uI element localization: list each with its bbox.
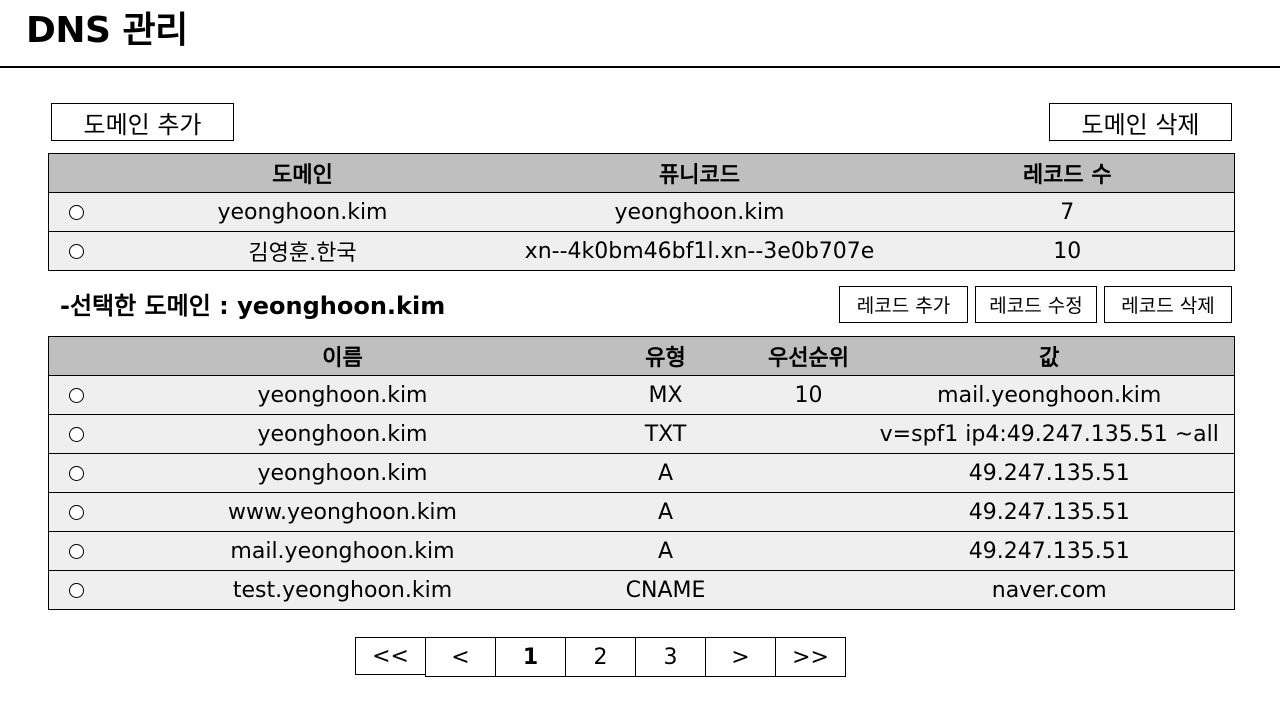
first-page-button[interactable]: <<	[355, 637, 426, 675]
record-row[interactable]: yeonghoon.kim MX 10 mail.yeonghoon.kim	[48, 375, 1235, 415]
domain-radio[interactable]	[69, 244, 84, 259]
delete-record-button[interactable]: 레코드 삭제	[1104, 286, 1232, 323]
record-row[interactable]: yeonghoon.kim A 49.247.135.51	[48, 453, 1235, 493]
record-table-header: 이름 유형 우선순위 값	[48, 336, 1235, 376]
record-priority-cell	[752, 414, 865, 454]
page-title: DNS 관리	[26, 10, 188, 51]
delete-domain-button[interactable]: 도메인 삭제	[1049, 103, 1232, 141]
record-name-cell: mail.yeonghoon.kim	[106, 531, 579, 571]
record-value-cell: mail.yeonghoon.kim	[864, 375, 1235, 415]
record-priority-cell	[752, 453, 865, 493]
record-priority-cell	[752, 492, 865, 532]
record-table: 이름 유형 우선순위 값 yeonghoon.kim MX 10 mail.ye…	[48, 336, 1235, 610]
record-radio[interactable]	[69, 466, 84, 481]
domain-name-cell: yeonghoon.kim	[106, 192, 499, 232]
column-header-punycode: 퓨니코드	[498, 153, 901, 193]
record-type-cell: A	[578, 492, 753, 532]
prev-page-button[interactable]: <	[425, 637, 496, 677]
domain-table: 도메인 퓨니코드 레코드 수 yeonghoon.kim yeonghoon.k…	[48, 153, 1235, 271]
pagination: << < 1 2 3 > >>	[355, 637, 846, 677]
column-header-record-count: 레코드 수	[900, 153, 1235, 193]
domain-radio[interactable]	[69, 205, 84, 220]
record-priority-cell	[752, 531, 865, 571]
punycode-cell: yeonghoon.kim	[498, 192, 901, 232]
record-value-cell: 49.247.135.51	[864, 492, 1235, 532]
record-count-cell: 7	[900, 192, 1235, 232]
record-name-cell: yeonghoon.kim	[106, 453, 579, 493]
record-value-cell: v=spf1 ip4:49.247.135.51 ~all	[864, 414, 1235, 454]
record-name-cell: yeonghoon.kim	[106, 375, 579, 415]
record-type-cell: TXT	[578, 414, 753, 454]
record-radio[interactable]	[69, 544, 84, 559]
last-page-button[interactable]: >>	[775, 637, 846, 677]
record-name-cell: www.yeonghoon.kim	[106, 492, 579, 532]
page-button-3[interactable]: 3	[635, 637, 706, 677]
punycode-cell: xn--4k0bm46bf1l.xn--3e0b707e	[498, 231, 901, 271]
record-value-cell: naver.com	[864, 570, 1235, 610]
record-priority-cell	[752, 570, 865, 610]
record-row[interactable]: mail.yeonghoon.kim A 49.247.135.51	[48, 531, 1235, 571]
record-radio[interactable]	[69, 505, 84, 520]
column-header-domain: 도메인	[106, 153, 499, 193]
column-header-name: 이름	[106, 336, 579, 376]
title-divider	[0, 66, 1280, 68]
column-header-value: 값	[864, 336, 1235, 376]
record-radio[interactable]	[69, 388, 84, 403]
record-type-cell: A	[578, 531, 753, 571]
add-domain-button[interactable]: 도메인 추가	[51, 103, 234, 141]
page-button-2[interactable]: 2	[565, 637, 636, 677]
record-name-cell: test.yeonghoon.kim	[106, 570, 579, 610]
record-value-cell: 49.247.135.51	[864, 531, 1235, 571]
add-record-button[interactable]: 레코드 추가	[839, 286, 968, 323]
record-radio[interactable]	[69, 427, 84, 442]
record-type-cell: CNAME	[578, 570, 753, 610]
record-radio[interactable]	[69, 583, 84, 598]
column-header-priority: 우선순위	[752, 336, 865, 376]
record-type-cell: A	[578, 453, 753, 493]
domain-name-cell: 김영훈.한국	[106, 231, 499, 271]
next-page-button[interactable]: >	[705, 637, 776, 677]
domain-row[interactable]: 김영훈.한국 xn--4k0bm46bf1l.xn--3e0b707e 10	[48, 231, 1235, 271]
record-value-cell: 49.247.135.51	[864, 453, 1235, 493]
record-priority-cell: 10	[752, 375, 865, 415]
page-button-1[interactable]: 1	[495, 637, 566, 677]
edit-record-button[interactable]: 레코드 수정	[975, 286, 1097, 323]
record-name-cell: yeonghoon.kim	[106, 414, 579, 454]
column-header-type: 유형	[578, 336, 753, 376]
record-row[interactable]: yeonghoon.kim TXT v=spf1 ip4:49.247.135.…	[48, 414, 1235, 454]
record-row[interactable]: test.yeonghoon.kim CNAME naver.com	[48, 570, 1235, 610]
selected-domain-label: -선택한 도메인 : yeonghoon.kim	[60, 292, 446, 320]
domain-row[interactable]: yeonghoon.kim yeonghoon.kim 7	[48, 192, 1235, 232]
domain-table-header: 도메인 퓨니코드 레코드 수	[48, 153, 1235, 193]
record-type-cell: MX	[578, 375, 753, 415]
record-row[interactable]: www.yeonghoon.kim A 49.247.135.51	[48, 492, 1235, 532]
record-count-cell: 10	[900, 231, 1235, 271]
